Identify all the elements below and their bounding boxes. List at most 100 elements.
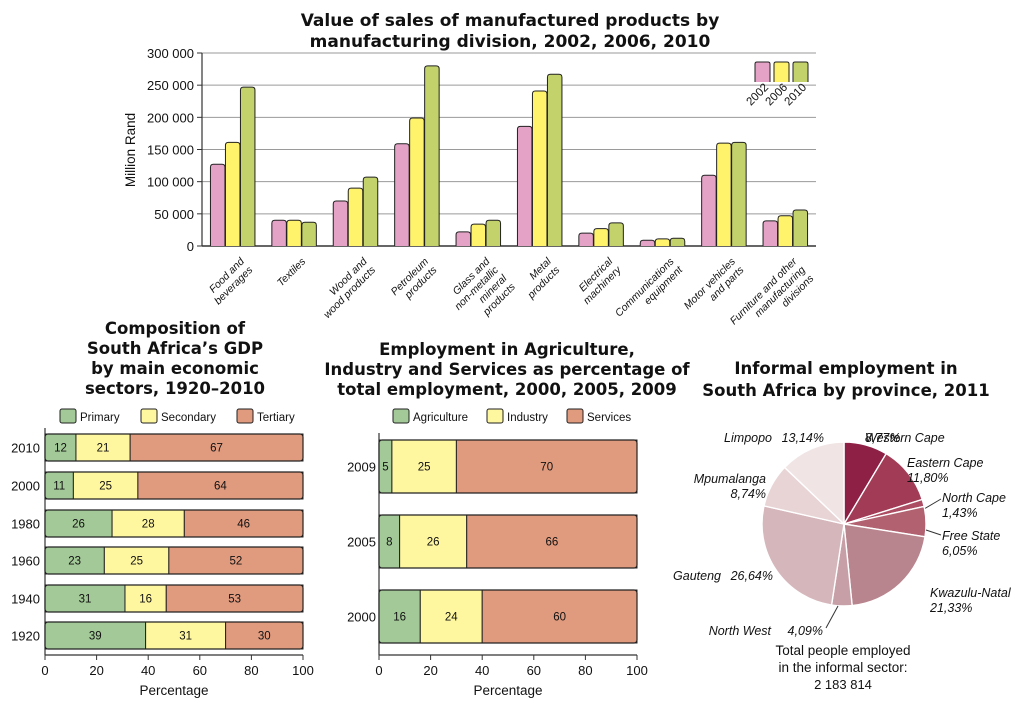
category-label: 1960 (11, 554, 40, 569)
category-label: 1980 (11, 517, 40, 532)
x-tick-label: 0 (41, 663, 48, 678)
data-label: 8 (386, 537, 392, 549)
x-tick-label: 40 (475, 663, 489, 678)
bar (578, 232, 594, 246)
bar (455, 231, 472, 246)
bar (470, 223, 487, 246)
category-label: 2005 (347, 535, 376, 550)
x-tick-label: 100 (292, 663, 314, 678)
data-label: 64 (214, 481, 227, 493)
data-label: 25 (99, 481, 112, 493)
bar-outline (44, 584, 304, 613)
bar (762, 220, 779, 246)
data-label: 39 (89, 631, 102, 643)
x-axis-label: Percentage (139, 683, 208, 698)
bar-segment (168, 546, 304, 575)
slice-value: 11,80% (907, 471, 948, 485)
chart-title: South Africa’s GDP (87, 339, 263, 358)
category-label: Wood andwood products (313, 255, 379, 321)
bar (301, 221, 317, 246)
slice-label: Free State (942, 529, 1000, 543)
x-tick-label: 100 (626, 663, 648, 678)
data-label: 11 (53, 481, 65, 493)
legend-swatch (59, 408, 77, 424)
slice-value: 8,77% (865, 431, 900, 445)
pie-slice (783, 441, 845, 526)
chart-title: manufacturing division, 2002, 2006, 2010 (310, 32, 711, 52)
x-tick-label: 0 (375, 663, 382, 678)
slice-value: 1,43% (942, 506, 977, 520)
total-note: in the informal sector: (778, 660, 907, 675)
x-tick-label: 40 (141, 663, 155, 678)
bar-outline (44, 546, 304, 575)
bar-outline (378, 589, 638, 644)
slice-value: 6,05% (942, 544, 977, 558)
leader-line (825, 605, 839, 629)
bar (654, 238, 671, 246)
slice-value: 26,64% (730, 569, 773, 583)
data-label: 25 (418, 462, 431, 474)
category-label: 2000 (347, 610, 376, 625)
total-note: Total people employed (775, 643, 910, 658)
x-tick-label: 80 (244, 663, 258, 678)
data-label: 52 (230, 556, 243, 568)
chart-title: South Africa by province, 2011 (702, 381, 989, 400)
total-note: 2 183 814 (814, 677, 872, 692)
slice-value: 13,14% (782, 431, 824, 445)
bar (362, 176, 379, 246)
bar (639, 239, 656, 246)
slice-label: Kwazulu-Natal (930, 586, 1012, 600)
category-label-line: Textiles (275, 255, 309, 289)
legend-swatch (486, 408, 504, 424)
bar-outline (44, 471, 304, 500)
x-axis-label: Percentage (473, 683, 542, 698)
bar-segment (72, 471, 139, 500)
bar (271, 219, 287, 246)
informal-employment-pie: Informal employment in South Africa by pr… (673, 359, 1012, 692)
slice-label: Gauteng (673, 569, 721, 583)
data-label: 30 (258, 631, 271, 643)
data-label: 21 (97, 443, 110, 455)
bar-segment (44, 509, 113, 538)
legend-label: Tertiary (257, 412, 295, 424)
legend-swatch (236, 408, 254, 424)
data-label: 67 (210, 443, 223, 455)
bar (669, 237, 686, 246)
bar-segment (399, 514, 468, 569)
slice-label: Eastern Cape (907, 456, 983, 470)
bar-outline (378, 514, 638, 569)
slice-label: North Cape (942, 491, 1006, 505)
bar (394, 143, 410, 246)
data-label: 25 (130, 556, 143, 568)
bar-segment (44, 433, 77, 462)
category-label: 2009 (347, 460, 376, 475)
slice-label: Western Cape (865, 431, 945, 445)
x-tick-label: 80 (578, 663, 592, 678)
data-label: 26 (72, 519, 85, 531)
data-label: 23 (68, 556, 81, 568)
bar (209, 163, 226, 246)
data-label: 53 (228, 594, 241, 606)
legend-label: Secondary (161, 412, 216, 424)
chart-title: Industry and Services as percentage of (324, 360, 690, 379)
legend-swatch (392, 408, 410, 424)
bar (286, 219, 302, 246)
category-label: Textiles (275, 255, 309, 289)
data-label: 46 (237, 519, 250, 531)
bar (546, 73, 563, 246)
data-label: 28 (142, 519, 155, 531)
data-label: 60 (553, 612, 566, 624)
x-tick-label: 60 (527, 663, 541, 678)
bar (239, 86, 256, 246)
data-label: 66 (545, 537, 558, 549)
legend-label: Agriculture (413, 412, 468, 424)
bar (332, 200, 349, 246)
y-tick-label: 200 000 (147, 110, 194, 125)
legend-swatch (792, 61, 809, 82)
y-tick-label: 250 000 (147, 78, 194, 93)
bar (593, 228, 609, 246)
category-label: Petroleumproducts (389, 255, 440, 306)
category-label: Communicationsequipment (613, 255, 686, 328)
